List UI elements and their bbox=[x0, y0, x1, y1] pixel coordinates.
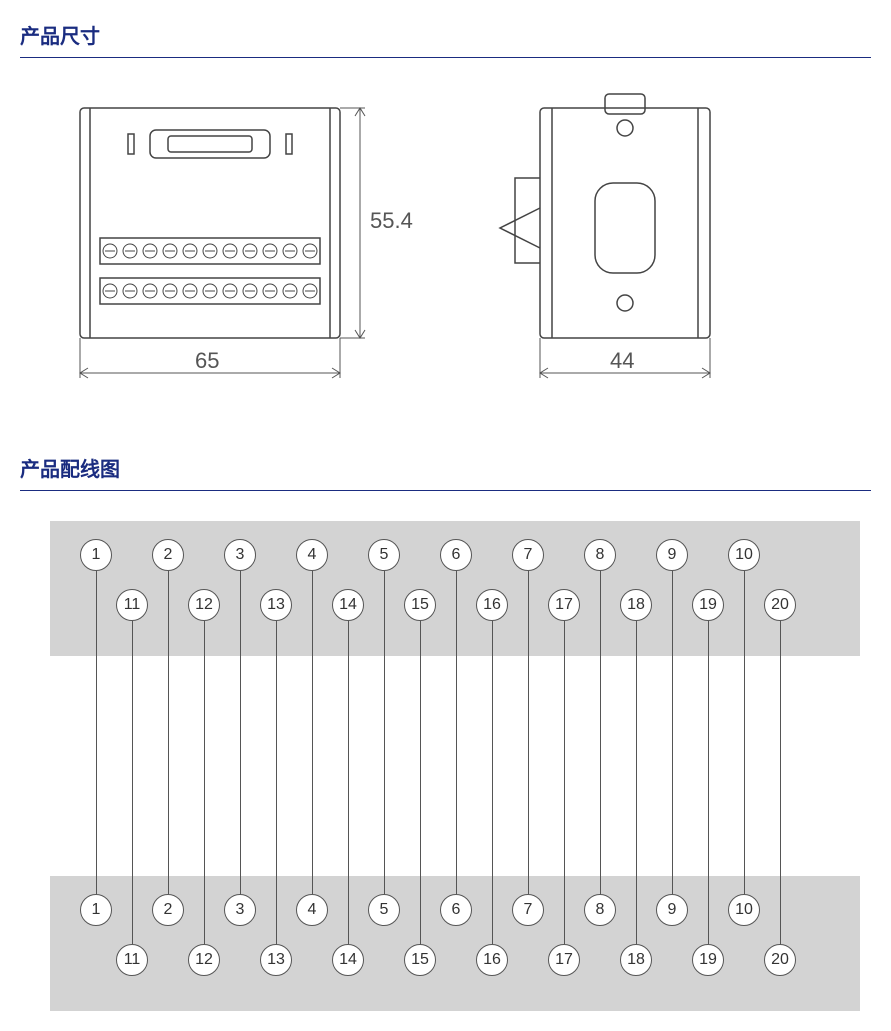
section-rule bbox=[20, 57, 871, 58]
pin-4: 4 bbox=[296, 539, 328, 571]
wire bbox=[384, 571, 385, 894]
pin-5: 5 bbox=[368, 894, 400, 926]
pin-1: 1 bbox=[80, 894, 112, 926]
pin-16: 16 bbox=[476, 944, 508, 976]
pin-10: 10 bbox=[728, 894, 760, 926]
section-rule bbox=[20, 490, 871, 491]
dim-depth: 44 bbox=[610, 348, 634, 373]
section-title-dimensions: 产品尺寸 bbox=[20, 20, 871, 49]
pin-17: 17 bbox=[548, 589, 580, 621]
wire bbox=[780, 621, 781, 944]
wire bbox=[708, 621, 709, 944]
wire bbox=[96, 571, 97, 894]
wiring-diagram: 1234567891011121314151617181920123456789… bbox=[50, 521, 860, 1011]
pin-10: 10 bbox=[728, 539, 760, 571]
pin-20: 20 bbox=[764, 944, 796, 976]
wire bbox=[600, 571, 601, 894]
pin-15: 15 bbox=[404, 944, 436, 976]
wire bbox=[240, 571, 241, 894]
pin-17: 17 bbox=[548, 944, 580, 976]
pin-20: 20 bbox=[764, 589, 796, 621]
pin-11: 11 bbox=[116, 589, 148, 621]
pin-19: 19 bbox=[692, 589, 724, 621]
pin-12: 12 bbox=[188, 589, 220, 621]
pin-6: 6 bbox=[440, 894, 472, 926]
dimension-drawings: 55.4 65 bbox=[20, 88, 871, 413]
pin-14: 14 bbox=[332, 589, 364, 621]
pin-9: 9 bbox=[656, 539, 688, 571]
wire bbox=[672, 571, 673, 894]
wire bbox=[528, 571, 529, 894]
wire bbox=[564, 621, 565, 944]
pin-4: 4 bbox=[296, 894, 328, 926]
dim-width: 65 bbox=[195, 348, 219, 373]
pin-3: 3 bbox=[224, 539, 256, 571]
side-view-drawing: 44 bbox=[480, 88, 780, 413]
pin-18: 18 bbox=[620, 589, 652, 621]
wire bbox=[348, 621, 349, 944]
dim-height: 55.4 bbox=[370, 208, 413, 233]
pin-7: 7 bbox=[512, 894, 544, 926]
wire bbox=[420, 621, 421, 944]
pin-19: 19 bbox=[692, 944, 724, 976]
wire bbox=[312, 571, 313, 894]
wire bbox=[168, 571, 169, 894]
pin-12: 12 bbox=[188, 944, 220, 976]
pin-5: 5 bbox=[368, 539, 400, 571]
pin-13: 13 bbox=[260, 589, 292, 621]
wire bbox=[132, 621, 133, 944]
pin-9: 9 bbox=[656, 894, 688, 926]
front-view-drawing: 55.4 65 bbox=[50, 88, 430, 413]
pin-3: 3 bbox=[224, 894, 256, 926]
wire bbox=[636, 621, 637, 944]
wire bbox=[492, 621, 493, 944]
pin-18: 18 bbox=[620, 944, 652, 976]
pin-7: 7 bbox=[512, 539, 544, 571]
pin-16: 16 bbox=[476, 589, 508, 621]
pin-2: 2 bbox=[152, 539, 184, 571]
section-title-wiring: 产品配线图 bbox=[20, 453, 871, 482]
pin-8: 8 bbox=[584, 539, 616, 571]
pin-1: 1 bbox=[80, 539, 112, 571]
wire bbox=[456, 571, 457, 894]
pin-6: 6 bbox=[440, 539, 472, 571]
pin-2: 2 bbox=[152, 894, 184, 926]
wire bbox=[744, 571, 745, 894]
pin-8: 8 bbox=[584, 894, 616, 926]
pin-15: 15 bbox=[404, 589, 436, 621]
pin-13: 13 bbox=[260, 944, 292, 976]
wire bbox=[204, 621, 205, 944]
wire bbox=[276, 621, 277, 944]
pin-11: 11 bbox=[116, 944, 148, 976]
pin-14: 14 bbox=[332, 944, 364, 976]
